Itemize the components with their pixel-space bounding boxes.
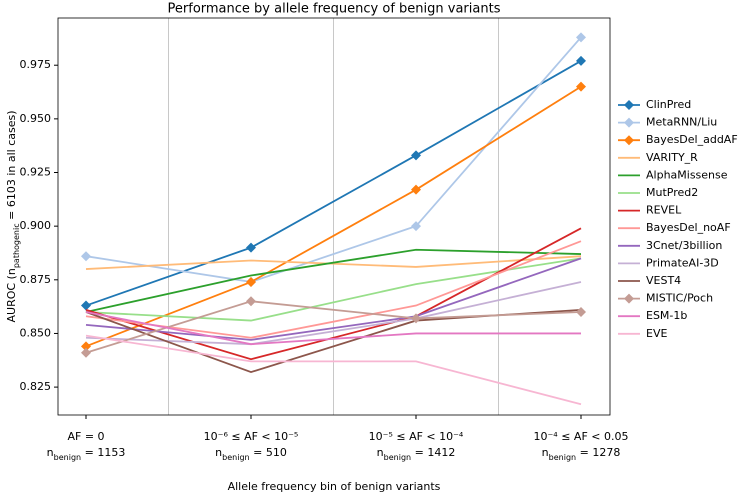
label-part: = 1153 [81, 446, 125, 459]
legend-label: VEST4 [646, 274, 681, 287]
label-part: 10⁻⁶ ≤ AF < 10⁻⁵ [204, 430, 299, 443]
series-line [85, 281, 582, 346]
series-line [85, 311, 581, 346]
series-marker [81, 347, 91, 358]
legend-label: MutPred2 [646, 186, 698, 199]
legend-marker [624, 117, 634, 128]
label-part: 10⁻⁴ ≤ AF < 0.05 [534, 430, 629, 443]
legend-marker [624, 293, 634, 304]
x-tick-label: 10⁻⁵ ≤ AF < 10⁻⁴ [369, 430, 464, 443]
legend-label: AlphaMissense [646, 168, 728, 181]
series-line [85, 257, 582, 341]
series-marker [81, 341, 91, 352]
label-part: n [377, 446, 384, 459]
y-tick-label: 0.850 [20, 326, 52, 339]
plot-frame [57, 17, 611, 416]
y-tick-label: 0.875 [20, 273, 52, 286]
y-tick-label: 0.975 [20, 58, 52, 71]
series-marker [81, 251, 91, 262]
x-tick-label: nbenign = 1412 [377, 446, 456, 462]
legend-label: MetaRNN/Liu [646, 116, 717, 129]
label-part: = 1278 [576, 446, 620, 459]
series-marker [81, 300, 91, 311]
label-part: n [5, 268, 18, 275]
legend-label: BayesDel_noAF [646, 221, 731, 234]
label-part: n [542, 446, 549, 459]
series-line [85, 85, 582, 348]
label-part: = 6103 in all cases) [5, 110, 18, 223]
x-tick-label: nbenign = 1278 [542, 446, 621, 462]
series-marker [411, 313, 421, 324]
y-tick-label: 0.950 [20, 112, 52, 125]
series-line [85, 227, 582, 361]
legend-marker [624, 135, 634, 146]
label-part: = 510 [250, 446, 287, 459]
legend-label: PrimateAI-3D [646, 256, 719, 269]
series-marker [246, 276, 256, 287]
series-marker [246, 296, 256, 307]
legend-label: REVEL [646, 204, 682, 217]
label-part: benign [384, 453, 411, 462]
legend-label: MISTIC/Poch [646, 292, 713, 305]
series-line [85, 248, 582, 313]
label-part: 10⁻⁵ ≤ AF < 10⁻⁴ [369, 430, 464, 443]
y-tick-label: 0.900 [20, 219, 52, 232]
y-tick-label: 0.825 [20, 380, 52, 393]
series-marker [411, 221, 421, 232]
series-line [85, 255, 582, 270]
series-marker [411, 184, 421, 195]
x-tick-label: nbenign = 1153 [47, 446, 126, 462]
series-line [85, 300, 582, 354]
series-marker [411, 150, 421, 161]
label-part: benign [549, 453, 576, 462]
legend-label: BayesDel_addAF [646, 133, 738, 146]
series-line [85, 36, 582, 283]
legend-marker [624, 100, 634, 110]
legend-label: ESM-1b [646, 309, 687, 322]
series-marker [246, 242, 256, 253]
legend-label: 3Cnet/3billion [646, 239, 722, 252]
series-line [85, 257, 582, 322]
label-part: AUROC ( [5, 275, 18, 322]
x-tick-label: 10⁻⁶ ≤ AF < 10⁻⁵ [204, 430, 299, 443]
label-part: n [47, 446, 54, 459]
series-marker [576, 55, 586, 66]
label-part: benign [222, 453, 249, 462]
series-line [85, 334, 582, 406]
chart-title: Performance by allele frequency of benig… [168, 2, 501, 17]
x-tick-label: nbenign = 510 [215, 446, 287, 462]
x-tick-label: AF = 0 [67, 430, 104, 443]
legend-label: EVE [646, 327, 667, 340]
series-marker [576, 306, 586, 317]
legend-label: VARITY_R [646, 151, 698, 164]
label-part: pathogenic [12, 223, 21, 268]
series-marker [576, 81, 586, 92]
y-axis-label: AUROC (npathogenic = 6103 in all cases) [5, 110, 21, 322]
label-part: AF = 0 [67, 430, 104, 443]
label-part: = 1412 [411, 446, 455, 459]
series-line [85, 60, 582, 307]
x-axis-label: Allele frequency bin of benign variants [228, 480, 441, 493]
label-part: benign [54, 453, 81, 462]
legend-label: ClinPred [646, 98, 691, 111]
y-tick-label: 0.925 [20, 166, 52, 179]
label-part: n [215, 446, 222, 459]
x-tick-label: 10⁻⁴ ≤ AF < 0.05 [534, 430, 629, 443]
series-marker [576, 32, 586, 43]
